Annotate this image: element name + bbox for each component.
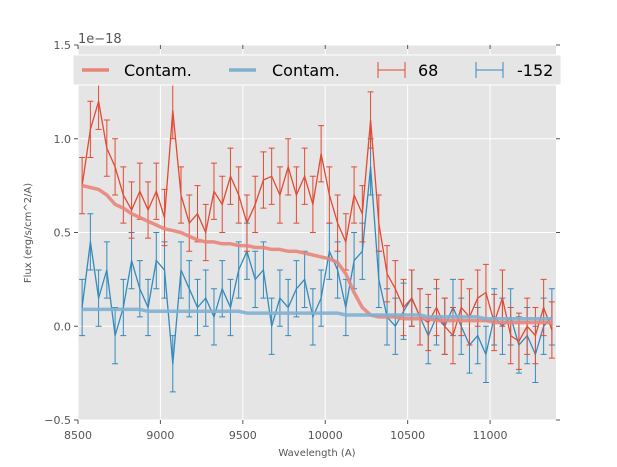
contam-line — [82, 307, 552, 321]
y-tick-label: −0.5 — [44, 414, 71, 427]
x-tick-label: 9000 — [146, 429, 174, 442]
legend-label: Contam. — [272, 61, 340, 80]
x-axis-label: Wavelength (A) — [278, 448, 355, 459]
x-tick-label: 8500 — [64, 429, 92, 442]
y-axis-label: Flux (erg/s/cm^2/A) — [23, 183, 34, 283]
series-contam-3 — [82, 307, 552, 321]
x-tick-label: 9500 — [229, 429, 257, 442]
legend-item: Contam. — [82, 61, 192, 80]
series-layer — [79, 72, 555, 393]
legend-item: 68 — [377, 61, 438, 80]
legend-label: Contam. — [124, 61, 192, 80]
x-tick-label: 11000 — [473, 429, 508, 442]
y-tick-label: 0.5 — [54, 227, 72, 240]
y-tick-label: 0.0 — [54, 320, 72, 333]
y-tick-label: 1.0 — [54, 133, 72, 146]
x-tick-label: 10500 — [390, 429, 425, 442]
x-tick-label: 10000 — [308, 429, 343, 442]
series-line — [81, 101, 553, 343]
contam-line — [81, 183, 552, 325]
y-axis-ticks: −0.5 0.0 0.5 1.0 1.5 — [44, 39, 560, 427]
legend: Contam. Contam. 68 -152 — [72, 54, 562, 86]
legend-item: -152 — [475, 61, 553, 80]
y-offset-label: 1e−18 — [78, 32, 122, 47]
series-line — [81, 166, 553, 364]
series-contam-2 — [81, 183, 552, 325]
legend-label: -152 — [517, 61, 553, 80]
legend-item: Contam. — [229, 61, 340, 80]
x-axis-ticks: 8500 9000 9500 10000 10500 11000 — [64, 45, 508, 442]
legend-label: 68 — [418, 61, 438, 80]
y-tick-label: 1.5 — [54, 39, 72, 52]
